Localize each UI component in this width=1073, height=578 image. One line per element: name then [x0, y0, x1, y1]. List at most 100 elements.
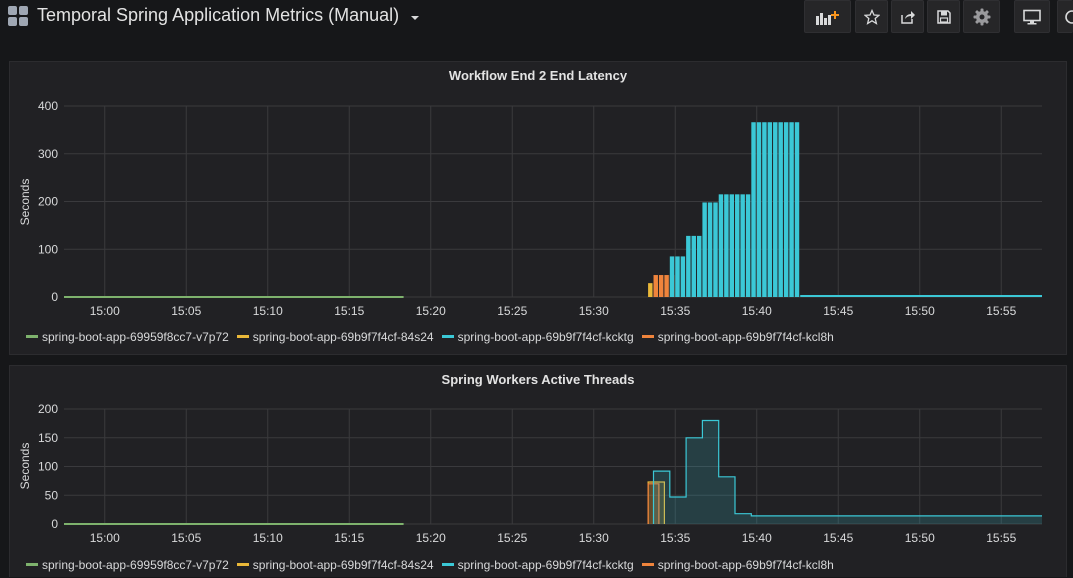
x-tick-label: 15:20: [416, 531, 446, 545]
latency-bar[interactable]: [713, 202, 718, 297]
chart-legend: spring-boot-app-69959f8cc7-v7p72 spring-b…: [26, 558, 842, 572]
legend-label: spring-boot-app-69b9f7f4cf-84s24: [252, 558, 434, 572]
legend-item[interactable]: spring-boot-app-69b9f7f4cf-84s24: [236, 558, 434, 572]
x-tick-label: 15:30: [579, 304, 609, 318]
dashboard-title[interactable]: Temporal Spring Application Metrics (Man…: [37, 5, 400, 25]
x-tick-label: 15:15: [334, 304, 364, 318]
legend-label: spring-boot-app-69b9f7f4cf-kcktg: [457, 330, 634, 344]
x-tick-label: 15:05: [171, 304, 201, 318]
x-tick-label: 15:45: [823, 531, 853, 545]
latency-bar[interactable]: [707, 202, 713, 297]
x-tick-label: 15:35: [660, 531, 690, 545]
latency-bar[interactable]: [724, 194, 729, 297]
y-axis-label: Seconds: [18, 179, 32, 226]
y-tick-label: 400: [38, 99, 58, 113]
latency-bar[interactable]: [745, 194, 751, 297]
legend-swatch: [441, 563, 454, 567]
time-picker-button[interactable]: [1057, 0, 1073, 33]
legend-label: spring-boot-app-69959f8cc7-v7p72: [42, 558, 229, 572]
x-tick-label: 15:00: [90, 304, 120, 318]
panel-title[interactable]: Workflow End 2 End Latency: [448, 68, 628, 83]
dashboards-grid-icon[interactable]: [8, 6, 28, 26]
legend-item[interactable]: spring-boot-app-69959f8cc7-v7p72: [26, 330, 229, 344]
x-tick-label: 15:20: [416, 304, 446, 318]
series-area: [648, 482, 665, 524]
latency-bar[interactable]: [783, 122, 789, 297]
legend-item[interactable]: spring-boot-app-69b9f7f4cf-kcl8h: [641, 558, 834, 572]
x-tick-label: 15:40: [742, 531, 772, 545]
latency-bar[interactable]: [696, 235, 702, 297]
latency-bar[interactable]: [794, 122, 800, 297]
chart-legend: spring-boot-app-69959f8cc7-v7p72 spring-b…: [26, 330, 842, 344]
x-tick-label: 15:40: [742, 304, 772, 318]
add-panel-icon: [815, 10, 839, 25]
series-line[interactable]: [652, 419, 1043, 525]
star-button[interactable]: [855, 0, 888, 33]
legend-item[interactable]: spring-boot-app-69959f8cc7-v7p72: [26, 558, 229, 572]
latency-bar[interactable]: [653, 275, 658, 297]
top-navbar: Temporal Spring Application Metrics (Man…: [0, 0, 1073, 36]
x-tick-label: 15:05: [171, 531, 201, 545]
legend-item[interactable]: spring-boot-app-69b9f7f4cf-84s24: [236, 330, 434, 344]
latency-bar[interactable]: [756, 122, 762, 297]
tv-mode-button[interactable]: [1014, 0, 1050, 33]
y-tick-label: 200: [38, 195, 58, 209]
star-icon: [863, 8, 880, 25]
x-tick-label: 15:25: [497, 531, 527, 545]
legend-swatch: [26, 563, 38, 567]
legend-item[interactable]: spring-boot-app-69b9f7f4cf-kcl8h: [641, 330, 834, 344]
clock-icon: [1065, 9, 1073, 24]
latency-bar[interactable]: [762, 122, 767, 297]
gear-icon: [973, 8, 990, 25]
y-tick-label: 100: [38, 242, 58, 256]
x-tick-label: 15:35: [660, 304, 690, 318]
panel-title[interactable]: Spring Workers Active Threads: [441, 372, 635, 387]
latency-bar[interactable]: [686, 235, 691, 297]
add-panel-button[interactable]: [804, 0, 851, 33]
x-tick-label: 15:55: [986, 531, 1016, 545]
y-tick-label: 100: [38, 460, 58, 474]
x-tick-label: 15:55: [986, 304, 1016, 318]
chevron-down-icon[interactable]: [411, 16, 419, 20]
latency-bar[interactable]: [789, 122, 794, 297]
latency-bar[interactable]: [691, 235, 696, 297]
save-button[interactable]: [927, 0, 960, 33]
latency-bar[interactable]: [680, 256, 686, 297]
y-tick-label: 0: [51, 290, 58, 304]
series-area: [653, 420, 1042, 524]
latency-bar[interactable]: [702, 202, 707, 297]
share-button[interactable]: [891, 0, 924, 33]
latency-bar[interactable]: [669, 256, 675, 297]
latency-panel: Workflow End 2 End Latency 0 100 200 300 400…: [9, 61, 1067, 355]
latency-bar[interactable]: [718, 194, 724, 297]
legend-swatch: [441, 335, 454, 339]
latency-bar[interactable]: [773, 122, 778, 297]
legend-swatch: [236, 563, 249, 567]
latency-bar[interactable]: [664, 275, 669, 297]
x-tick-label: 15:50: [905, 531, 935, 545]
latency-bar[interactable]: [740, 194, 745, 297]
latency-bar[interactable]: [729, 194, 735, 297]
x-tick-label: 15:10: [253, 304, 283, 318]
x-tick-label: 15:00: [90, 531, 120, 545]
latency-chart: 0 100 200 300 400 15:00 15:05 15:10 15:15 15:20 15…: [18, 99, 1042, 318]
x-tick-label: 15:10: [253, 531, 283, 545]
latency-bar[interactable]: [675, 256, 680, 297]
latency-bar[interactable]: [658, 275, 664, 297]
legend-item[interactable]: spring-boot-app-69b9f7f4cf-kcktg: [441, 330, 634, 344]
legend-label: spring-boot-app-69b9f7f4cf-kcl8h: [657, 558, 834, 572]
latency-bar[interactable]: [778, 122, 783, 297]
latency-bar[interactable]: [767, 122, 773, 297]
latency-bar[interactable]: [735, 194, 740, 297]
settings-button[interactable]: [963, 0, 1000, 33]
legend-item[interactable]: spring-boot-app-69b9f7f4cf-kcktg: [441, 558, 634, 572]
x-tick-label: 15:15: [334, 531, 364, 545]
y-axis-label: Seconds: [18, 443, 32, 490]
legend-swatch: [26, 335, 38, 339]
latency-bar[interactable]: [648, 283, 653, 297]
legend-swatch: [236, 335, 249, 339]
threads-chart: 0 50 100 150 200 15:00 15:05 15:10 15:15 15:20 15:…: [18, 402, 1043, 545]
latency-bar[interactable]: [751, 122, 756, 297]
y-tick-label: 150: [38, 431, 58, 445]
save-icon: [936, 9, 951, 24]
